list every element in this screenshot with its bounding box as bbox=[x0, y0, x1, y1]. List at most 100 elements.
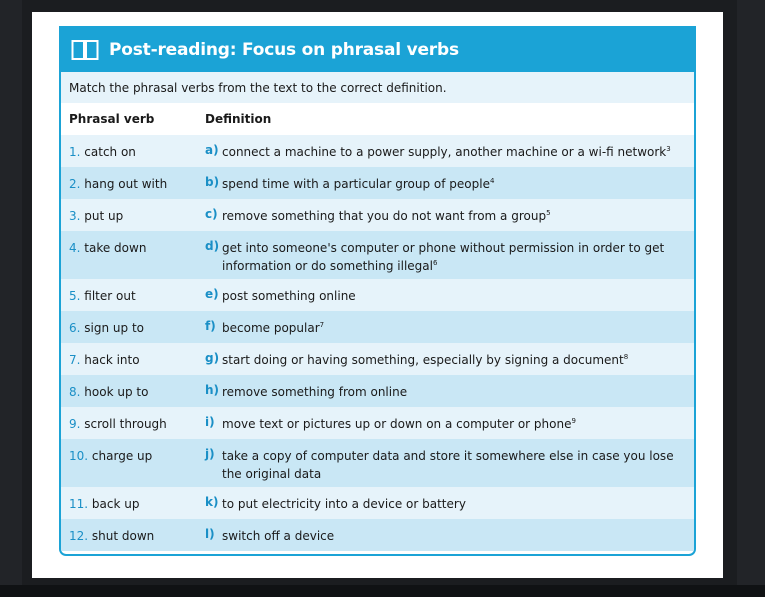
phrasal-verb: take down bbox=[84, 241, 147, 255]
item-number: 6. bbox=[69, 321, 81, 335]
definition-text-wrap: spend time with a particular group of pe… bbox=[222, 175, 494, 193]
phrasal-verb: hook up to bbox=[84, 385, 149, 399]
item-number: 4. bbox=[69, 241, 81, 255]
table-row: 10. charge up j) take a copy of computer d… bbox=[61, 439, 694, 487]
definition-letter: h) bbox=[205, 383, 220, 397]
definition-letter: d) bbox=[205, 239, 220, 253]
instruction-text: Match the phrasal verbs from the text to… bbox=[61, 72, 694, 103]
footnote-marker: 7 bbox=[319, 321, 325, 329]
definition-text: spend time with a particular group of pe… bbox=[222, 177, 490, 191]
definition-cell: g) start doing or having something, espec… bbox=[205, 351, 694, 369]
definition-letter: b) bbox=[205, 175, 220, 189]
definition-letter: f) bbox=[205, 319, 216, 333]
definition-cell: b) spend time with a particular group of … bbox=[205, 175, 694, 193]
definition-letter: c) bbox=[205, 207, 218, 221]
definition-text: get into someone's computer or phone wit… bbox=[222, 241, 665, 273]
definition-letter: e) bbox=[205, 287, 219, 301]
definition-letter: l) bbox=[205, 527, 215, 541]
item-number: 10. bbox=[69, 449, 89, 463]
table-row: 11. back up k) to put electricity into a d… bbox=[61, 487, 694, 519]
item-number: 3. bbox=[69, 209, 81, 223]
item-number: 9. bbox=[69, 417, 81, 431]
phrasal-verb-cell: 11. back up bbox=[61, 495, 205, 513]
phrasal-verb: charge up bbox=[91, 449, 153, 463]
table-row: 12. shut down l) switch off a device bbox=[61, 519, 694, 551]
definition-text: remove something from online bbox=[222, 385, 408, 399]
phrasal-verb-cell: 12. shut down bbox=[61, 527, 205, 545]
column-header-definition: Definition bbox=[205, 112, 272, 126]
definition-text-wrap: remove something from online bbox=[222, 383, 407, 401]
item-number: 8. bbox=[69, 385, 81, 399]
definition-letter: k) bbox=[205, 495, 219, 509]
definition-text-wrap: connect a machine to a power supply, ano… bbox=[222, 143, 671, 161]
background-left bbox=[0, 0, 22, 597]
table-row: 8. hook up to h) remove something from onl… bbox=[61, 375, 694, 407]
phrasal-verb-cell: 5. filter out bbox=[61, 287, 205, 305]
item-number: 1. bbox=[69, 145, 81, 159]
definition-text: become popular bbox=[222, 321, 320, 335]
phrasal-verb: hack into bbox=[84, 353, 140, 367]
phrasal-verb-cell: 7. hack into bbox=[61, 351, 205, 369]
definition-cell: j) take a copy of computer data and store… bbox=[205, 447, 694, 483]
item-number: 11. bbox=[69, 497, 89, 511]
table-row: 5. filter out e) post something online bbox=[61, 279, 694, 311]
item-number: 5. bbox=[69, 289, 81, 303]
definition-text-wrap: become popular7 bbox=[222, 319, 324, 337]
background-bottom bbox=[0, 585, 765, 597]
definition-text: move text or pictures up or down on a co… bbox=[222, 417, 572, 431]
definition-text: take a copy of computer data and store i… bbox=[222, 449, 674, 481]
definition-text: start doing or having something, especia… bbox=[222, 353, 624, 367]
table-row: 4. take down d) get into someone's compute… bbox=[61, 231, 694, 279]
definition-text-wrap: take a copy of computer data and store i… bbox=[222, 447, 684, 483]
phrasal-verb-cell: 3. put up bbox=[61, 207, 205, 225]
document-page: Post-reading: Focus on phrasal verbs Mat… bbox=[32, 12, 723, 578]
definition-text: remove something that you do not want fr… bbox=[222, 209, 547, 223]
item-number: 2. bbox=[69, 177, 81, 191]
background-right bbox=[737, 0, 765, 597]
phrasal-verb: hang out with bbox=[84, 177, 168, 191]
definition-text-wrap: to put electricity into a device or batt… bbox=[222, 495, 466, 513]
footnote-marker: 5 bbox=[546, 209, 551, 217]
footnote-marker: 3 bbox=[666, 145, 671, 153]
phrasal-verb-cell: 9. scroll through bbox=[61, 415, 205, 433]
card-header: Post-reading: Focus on phrasal verbs bbox=[61, 28, 694, 72]
definition-letter: i) bbox=[205, 415, 215, 429]
definition-cell: h) remove something from online bbox=[205, 383, 694, 401]
phrasal-verb: filter out bbox=[84, 289, 136, 303]
table-row: 2. hang out with b) spend time with a part… bbox=[61, 167, 694, 199]
phrasal-verb: sign up to bbox=[84, 321, 144, 335]
definition-text-wrap: switch off a device bbox=[222, 527, 334, 545]
footnote-marker: 8 bbox=[623, 353, 629, 361]
definition-cell: a) connect a machine to a power supply, a… bbox=[205, 143, 694, 161]
definition-cell: i) move text or pictures up or down on a … bbox=[205, 415, 694, 433]
definition-text: switch off a device bbox=[222, 529, 335, 543]
item-number: 12. bbox=[69, 529, 89, 543]
phrasal-verb-cell: 1. catch on bbox=[61, 143, 205, 161]
definition-letter: a) bbox=[205, 143, 219, 157]
definition-cell: l) switch off a device bbox=[205, 527, 694, 545]
item-number: 7. bbox=[69, 353, 81, 367]
footnote-marker: 9 bbox=[571, 417, 576, 425]
definition-cell: f) become popular7 bbox=[205, 319, 694, 337]
definition-text: connect a machine to a power supply, ano… bbox=[222, 145, 667, 159]
definition-text-wrap: remove something that you do not want fr… bbox=[222, 207, 551, 225]
table-row: 7. hack into g) start doing or having some… bbox=[61, 343, 694, 375]
definition-text: to put electricity into a device or batt… bbox=[222, 497, 466, 511]
exercise-card: Post-reading: Focus on phrasal verbs Mat… bbox=[59, 26, 696, 556]
table-header: Phrasal verb Definition bbox=[61, 103, 694, 135]
phrasal-verb: catch on bbox=[84, 145, 136, 159]
definition-letter: g) bbox=[205, 351, 220, 365]
phrasal-verb-cell: 6. sign up to bbox=[61, 319, 205, 337]
definition-text: post something online bbox=[222, 289, 356, 303]
definition-cell: e) post something online bbox=[205, 287, 694, 305]
table-row: 1. catch on a) connect a machine to a powe… bbox=[61, 135, 694, 167]
phrasal-verb-cell: 8. hook up to bbox=[61, 383, 205, 401]
table-row: 9. scroll through i) move text or pictures… bbox=[61, 407, 694, 439]
book-icon bbox=[71, 39, 99, 61]
definition-cell: c) remove something that you do not want … bbox=[205, 207, 694, 225]
page-title: Post-reading: Focus on phrasal verbs bbox=[109, 40, 459, 60]
column-header-verb: Phrasal verb bbox=[69, 112, 155, 126]
table-row: 3. put up c) remove something that you do … bbox=[61, 199, 694, 231]
definition-text-wrap: start doing or having something, especia… bbox=[222, 351, 628, 369]
phrasal-verb-cell: 2. hang out with bbox=[61, 175, 205, 193]
